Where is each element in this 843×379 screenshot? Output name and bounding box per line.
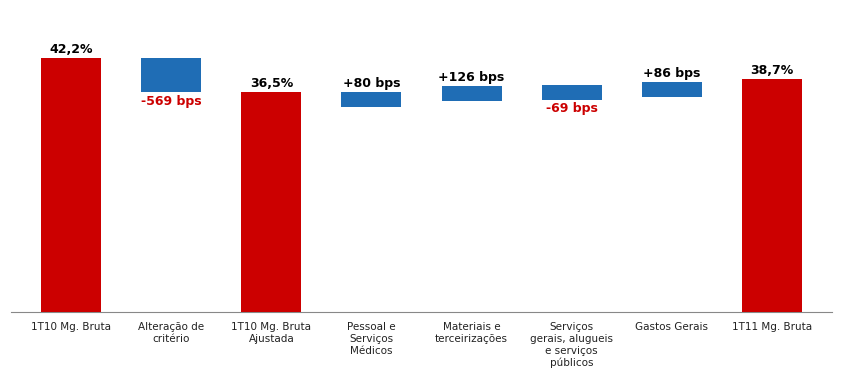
Text: 42,2%: 42,2% xyxy=(50,43,93,56)
Bar xyxy=(142,58,201,92)
Bar xyxy=(241,92,302,312)
Bar xyxy=(541,85,602,100)
Text: -69 bps: -69 bps xyxy=(545,102,598,115)
Text: -569 bps: -569 bps xyxy=(141,95,201,108)
Text: 36,5%: 36,5% xyxy=(250,77,293,90)
Bar xyxy=(742,79,802,312)
Bar xyxy=(642,82,701,97)
Bar xyxy=(41,58,101,312)
Text: 38,7%: 38,7% xyxy=(750,64,793,77)
Text: +80 bps: +80 bps xyxy=(343,77,400,90)
Text: +126 bps: +126 bps xyxy=(438,71,505,84)
Bar xyxy=(442,86,502,102)
Bar xyxy=(341,92,401,107)
Text: +86 bps: +86 bps xyxy=(643,67,701,80)
